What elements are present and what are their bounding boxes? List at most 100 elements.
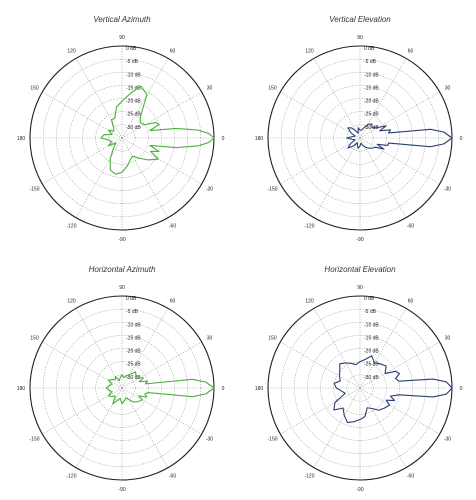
angle-tick-label: 120	[67, 299, 76, 305]
angle-tick-label: 120	[305, 49, 314, 55]
polar-plot-panel: Horizontal Elevation 0 dB -5 dB -10 dB -15 d…	[238, 250, 476, 500]
chart-title: Vertical Azimuth	[93, 15, 151, 24]
radiation-pattern-line	[346, 123, 453, 150]
angle-tick-label: -30	[206, 437, 213, 443]
angle-tick-label: 120	[305, 299, 314, 305]
radial-tick-label: -15 dB	[126, 85, 141, 91]
radial-tick-label: -5 dB	[126, 59, 139, 65]
chart-title: Horizontal Azimuth	[89, 265, 156, 274]
polar-plot: Vertical Elevation 0 dB -5 dB -10 dB -15 dB -…	[255, 15, 463, 243]
grid-spoke	[313, 58, 361, 139]
chart-title: Horizontal Elevation	[324, 265, 396, 274]
radial-tick-label: -20 dB	[364, 99, 379, 105]
angle-tick-label: -150	[268, 187, 278, 193]
angle-tick-label: -120	[66, 223, 76, 229]
angle-tick-label: 150	[268, 86, 277, 92]
angle-tick-label: 90	[357, 285, 363, 291]
angle-tick-label: -60	[407, 473, 414, 479]
grid-spoke	[75, 137, 123, 218]
grid-spoke	[42, 341, 123, 389]
radial-tick-label: -10 dB	[126, 72, 141, 78]
radial-tick-label: 0 dB	[126, 46, 137, 52]
angle-tick-label: 0	[460, 136, 463, 142]
angle-tick-label: 60	[170, 299, 176, 305]
grid-spoke	[75, 308, 123, 389]
angle-tick-label: 150	[30, 86, 39, 92]
angle-tick-label: 60	[408, 49, 414, 55]
radial-tick-label: -25 dB	[364, 112, 379, 118]
angle-tick-label: 90	[119, 285, 125, 291]
angle-tick-label: -120	[66, 473, 76, 479]
radial-tick-label: -30 dB	[364, 375, 379, 381]
angle-tick-label: -90	[118, 237, 125, 243]
polar-plot-panel: Vertical Elevation 0 dB -5 dB -10 dB -15 dB -…	[238, 0, 476, 250]
angle-tick-label: -150	[30, 437, 40, 443]
angle-tick-label: 60	[170, 49, 176, 55]
angle-tick-label: -90	[118, 487, 125, 493]
grid-spoke	[280, 137, 361, 185]
polar-plot-panel: Horizontal Azimuth 0 dB -5 dB -10 dB -15 dB -…	[0, 250, 238, 500]
chart-title: Vertical Elevation	[329, 15, 391, 24]
radial-tick-label: -20 dB	[126, 99, 141, 105]
angle-tick-label: 150	[268, 336, 277, 342]
angle-tick-label: 180	[17, 386, 26, 392]
radial-tick-label: -10 dB	[126, 322, 141, 328]
grid-spoke	[313, 137, 361, 218]
radial-tick-label: -15 dB	[126, 335, 141, 341]
angle-tick-label: 150	[30, 336, 39, 342]
polar-plot: Vertical Azimuth 0 dB -5 dB -10 dB -15 dB -20…	[17, 15, 225, 243]
radial-tick-label: 0 dB	[364, 296, 375, 302]
angle-tick-label: 30	[207, 86, 213, 92]
angle-tick-label: -90	[356, 487, 363, 493]
angle-tick-label: 180	[255, 386, 264, 392]
radial-tick-label: -25 dB	[126, 112, 141, 118]
angle-tick-label: 0	[222, 136, 225, 142]
radial-tick-label: -30 dB	[126, 375, 141, 381]
polar-plot: Horizontal Azimuth 0 dB -5 dB -10 dB -15 dB -…	[17, 265, 225, 493]
angle-tick-label: 0	[222, 386, 225, 392]
grid-spoke	[280, 91, 361, 139]
radial-tick-label: -15 dB	[364, 335, 379, 341]
grid-spoke	[280, 341, 361, 389]
grid-spoke	[121, 137, 169, 218]
radial-tick-label: -10 dB	[364, 72, 379, 78]
angle-tick-label: -150	[30, 187, 40, 193]
radial-tick-label: -25 dB	[126, 362, 141, 368]
angle-tick-label: 90	[119, 35, 125, 41]
grid-spoke	[75, 58, 123, 139]
angle-tick-label: -60	[169, 223, 176, 229]
radial-tick-label: -15 dB	[364, 85, 379, 91]
radial-tick-label: -5 dB	[364, 59, 377, 65]
radial-tick-label: -25 dB	[364, 362, 379, 368]
angle-tick-label: 30	[445, 336, 451, 342]
angle-tick-label: 60	[408, 299, 414, 305]
radiation-pattern-line	[105, 371, 215, 405]
angle-tick-label: -30	[444, 187, 451, 193]
radial-tick-label: 0 dB	[364, 46, 375, 52]
grid-spoke	[359, 387, 407, 468]
angle-tick-label: -90	[356, 237, 363, 243]
angle-tick-label: -60	[407, 223, 414, 229]
grid-spoke	[359, 137, 407, 218]
angle-tick-label: -30	[444, 437, 451, 443]
grid-spoke	[75, 387, 123, 468]
radial-tick-label: 0 dB	[126, 296, 137, 302]
radial-tick-label: -5 dB	[126, 309, 139, 315]
grid-spoke	[42, 387, 123, 435]
angle-tick-label: 180	[255, 136, 264, 142]
radial-tick-label: -5 dB	[364, 309, 377, 315]
radial-tick-label: -20 dB	[364, 349, 379, 355]
angle-tick-label: -60	[169, 473, 176, 479]
angle-tick-label: -30	[206, 187, 213, 193]
radiation-pattern-line	[100, 85, 215, 175]
grid-spoke	[359, 137, 440, 185]
grid-spoke	[121, 387, 202, 435]
angle-tick-label: 180	[17, 136, 26, 142]
grid-spoke	[313, 308, 361, 389]
angle-tick-label: -150	[268, 437, 278, 443]
grid-spoke	[280, 387, 361, 435]
grid-spoke	[121, 137, 202, 185]
angle-tick-label: 120	[67, 49, 76, 55]
radial-tick-label: -10 dB	[364, 322, 379, 328]
radiation-pattern-line	[333, 355, 453, 424]
